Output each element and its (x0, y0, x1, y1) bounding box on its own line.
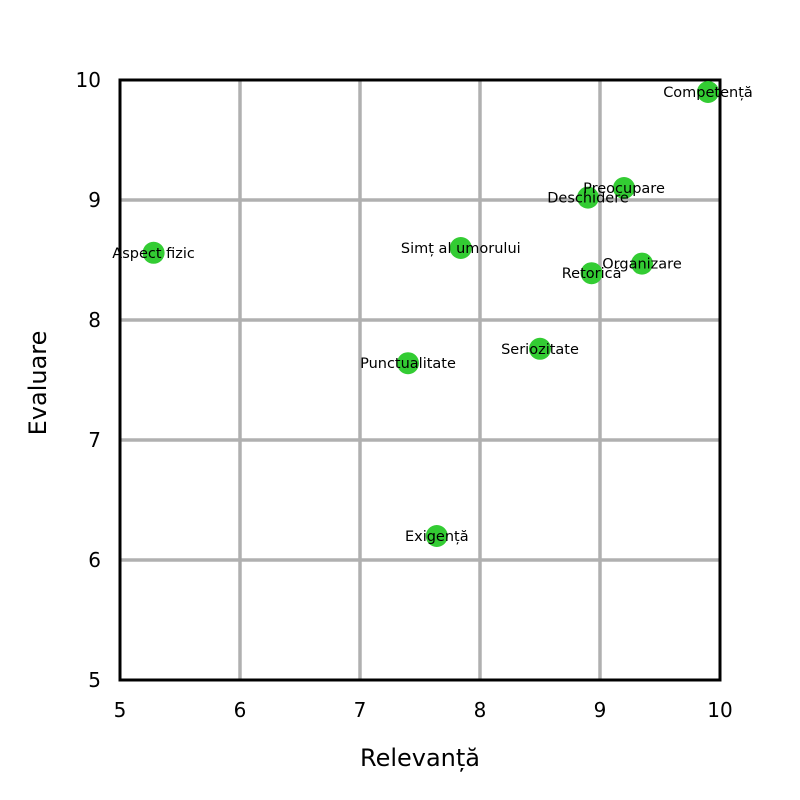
x-tick-label: 5 (114, 698, 127, 722)
data-point (697, 81, 719, 103)
y-tick-label: 5 (88, 668, 101, 692)
y-axis-title: Evaluare (24, 331, 52, 436)
data-point-label: Aspect fizic (112, 246, 195, 262)
data-point (529, 337, 551, 360)
data-point-label: Competență (663, 85, 753, 101)
y-tick-label: 8 (88, 308, 101, 332)
data-point-label: Exigență (405, 529, 469, 545)
grid-lines (120, 80, 720, 680)
x-tick-label: 8 (474, 698, 487, 722)
data-point (449, 237, 472, 259)
data-point-label: Punctualitate (360, 356, 456, 372)
data-point (631, 252, 653, 275)
tick-labels: 5 6 7 8 9 10 5 6 7 8 9 10 (76, 68, 733, 722)
y-tick-label: 6 (88, 548, 101, 572)
data-point-label: Preocupare (583, 181, 665, 197)
x-tick-label: 10 (707, 698, 732, 722)
plot-frame (118, 78, 722, 682)
x-tick-label: 9 (594, 698, 607, 722)
x-tick-label: 7 (354, 698, 367, 722)
data-point (580, 262, 603, 285)
y-tick-label: 7 (88, 428, 101, 452)
y-tick-label: 10 (76, 68, 101, 92)
data-points (142, 81, 719, 547)
y-tick-label: 9 (88, 188, 101, 212)
data-point-label: Seriozitate (501, 342, 579, 358)
data-point-label: Retorică (562, 266, 622, 282)
data-point (397, 352, 419, 375)
data-point (613, 177, 635, 199)
data-point (142, 241, 165, 264)
data-point-label: Simț al umorului (401, 241, 521, 257)
x-tick-label: 6 (234, 698, 247, 722)
x-axis-title: Relevanță (360, 744, 480, 772)
data-point (577, 186, 599, 209)
data-point (425, 525, 448, 547)
data-point-label: Deschidere (547, 191, 629, 207)
data-point-label: Organizare (602, 257, 682, 273)
